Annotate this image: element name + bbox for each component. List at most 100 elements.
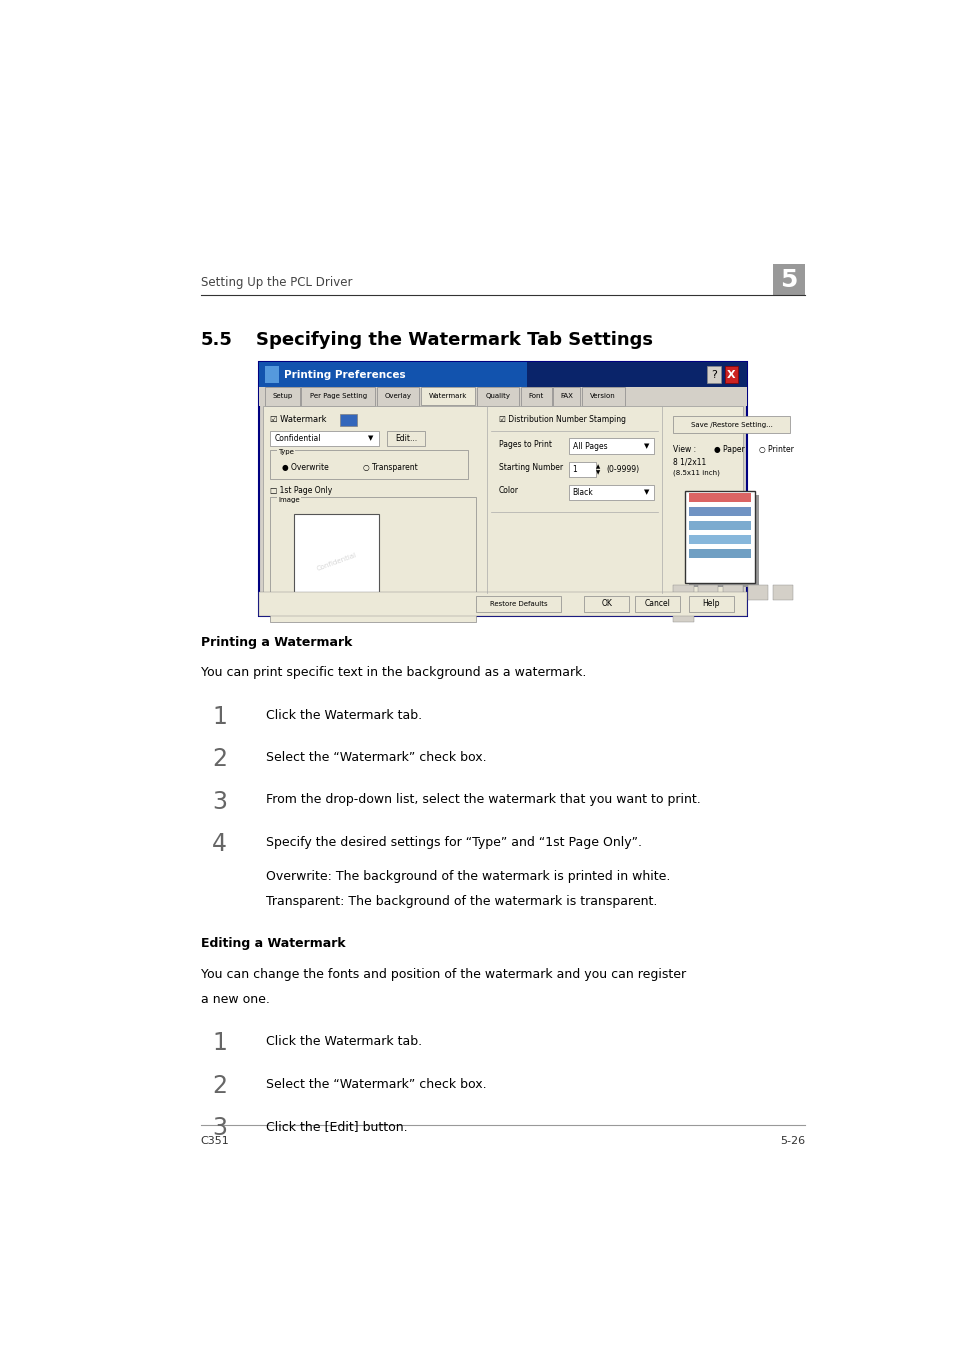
Bar [707, 366, 720, 383]
Text: Watermark: Watermark [428, 393, 467, 400]
Bar [258, 362, 746, 617]
Text: ○ Transparent: ○ Transparent [363, 463, 417, 472]
Bar [270, 497, 476, 622]
Bar [553, 387, 579, 406]
Bar [688, 493, 750, 502]
Text: Setting Up the PCL Driver: Setting Up the PCL Driver [200, 275, 352, 289]
Text: Select the “Watermark” check box.: Select the “Watermark” check box. [266, 751, 487, 764]
Text: ☑ Watermark: ☑ Watermark [270, 416, 327, 424]
Bar [772, 585, 792, 601]
Bar [673, 416, 789, 433]
Text: Click the Watermark tab.: Click the Watermark tab. [266, 709, 422, 722]
Bar [698, 585, 718, 601]
Text: a new one.: a new one. [200, 992, 269, 1006]
Text: You can change the fonts and position of the watermark and you can register: You can change the fonts and position of… [200, 968, 685, 981]
Text: ▼: ▼ [643, 443, 648, 450]
Text: Starting Number: Starting Number [498, 463, 562, 472]
Text: Overwrite: The background of the watermark is printed in white.: Overwrite: The background of the waterma… [266, 871, 670, 883]
Text: Per Page Setting: Per Page Setting [310, 393, 366, 400]
Bar [262, 406, 742, 593]
Text: ● Paper: ● Paper [713, 444, 743, 454]
Bar [476, 387, 518, 406]
Text: 1: 1 [572, 464, 577, 474]
Text: Edit...: Edit... [395, 433, 416, 443]
Text: Quality: Quality [485, 393, 510, 400]
Text: Help: Help [701, 599, 720, 609]
Bar [581, 387, 624, 406]
Text: Confidential: Confidential [274, 433, 320, 443]
Text: (0-9999): (0-9999) [605, 464, 639, 474]
Text: ▼: ▼ [643, 489, 648, 495]
Text: Setup: Setup [272, 393, 293, 400]
Bar [258, 387, 746, 406]
Bar [340, 414, 356, 427]
Text: Transparent: The background of the watermark is transparent.: Transparent: The background of the water… [266, 895, 658, 909]
Text: All Pages: All Pages [572, 441, 607, 451]
Text: Select the “Watermark” check box.: Select the “Watermark” check box. [266, 1077, 487, 1091]
Text: X: X [726, 370, 735, 379]
Text: Version: Version [590, 393, 616, 400]
Bar [723, 366, 738, 383]
Text: FAX: FAX [559, 393, 573, 400]
Text: □ 1st Page Only: □ 1st Page Only [270, 486, 333, 495]
Text: ▲: ▲ [596, 464, 599, 470]
Bar [673, 606, 693, 622]
Text: 2: 2 [212, 747, 227, 771]
Text: C351: C351 [200, 1137, 229, 1146]
Text: Save /Restore Setting...: Save /Restore Setting... [690, 421, 772, 428]
Text: Editing a Watermark: Editing a Watermark [200, 937, 345, 950]
Text: 1: 1 [212, 705, 227, 729]
Bar [688, 535, 750, 544]
Bar [258, 362, 746, 387]
Bar [294, 514, 378, 610]
Bar [684, 491, 754, 583]
Bar [772, 265, 804, 296]
Text: Font: Font [528, 393, 543, 400]
Bar [688, 508, 750, 516]
Bar [634, 595, 679, 613]
Text: ● Overwrite: ● Overwrite [282, 463, 329, 472]
Text: OK: OK [600, 599, 612, 609]
Text: Cancel: Cancel [643, 599, 669, 609]
Text: (8.5x11 inch): (8.5x11 inch) [673, 468, 720, 475]
Text: Click the Watermark tab.: Click the Watermark tab. [266, 1035, 422, 1048]
Text: 1: 1 [212, 1031, 227, 1056]
Text: Image: Image [278, 497, 299, 504]
Text: ?: ? [711, 370, 717, 379]
Bar [376, 387, 418, 406]
Text: ▼: ▼ [596, 471, 599, 475]
Text: Click the [Edit] button.: Click the [Edit] button. [266, 1120, 408, 1133]
Bar [258, 362, 527, 387]
Text: Overlay: Overlay [384, 393, 411, 400]
Bar [722, 585, 742, 601]
Bar [386, 431, 425, 446]
Text: 5.5: 5.5 [200, 331, 233, 350]
Text: Confidential: Confidential [315, 552, 356, 572]
Bar [688, 595, 733, 613]
Bar [265, 387, 299, 406]
Text: Color: Color [498, 486, 518, 495]
Text: 2: 2 [212, 1073, 227, 1098]
Bar [476, 595, 560, 613]
Text: 8 1/2x11: 8 1/2x11 [673, 458, 706, 466]
Text: 4: 4 [212, 832, 227, 856]
Text: 5-26: 5-26 [780, 1137, 804, 1146]
Text: From the drop-down list, select the watermark that you want to print.: From the drop-down list, select the wate… [266, 794, 700, 806]
Bar [747, 585, 767, 601]
Text: Printing a Watermark: Printing a Watermark [200, 636, 352, 648]
Text: Printing Preferences: Printing Preferences [283, 370, 405, 379]
Text: ○ Printer: ○ Printer [758, 444, 793, 454]
Bar [568, 462, 596, 477]
Bar [673, 585, 693, 601]
Text: View :: View : [673, 444, 696, 454]
Text: Specifying the Watermark Tab Settings: Specifying the Watermark Tab Settings [256, 331, 653, 350]
Bar [688, 494, 758, 587]
Bar [583, 595, 629, 613]
Bar [258, 591, 746, 617]
Bar [301, 387, 375, 406]
Text: ☑ Distribution Number Stamping: ☑ Distribution Number Stamping [498, 416, 625, 424]
Bar [568, 439, 654, 454]
Bar [265, 366, 278, 383]
Bar [568, 485, 654, 500]
Bar [420, 387, 475, 405]
